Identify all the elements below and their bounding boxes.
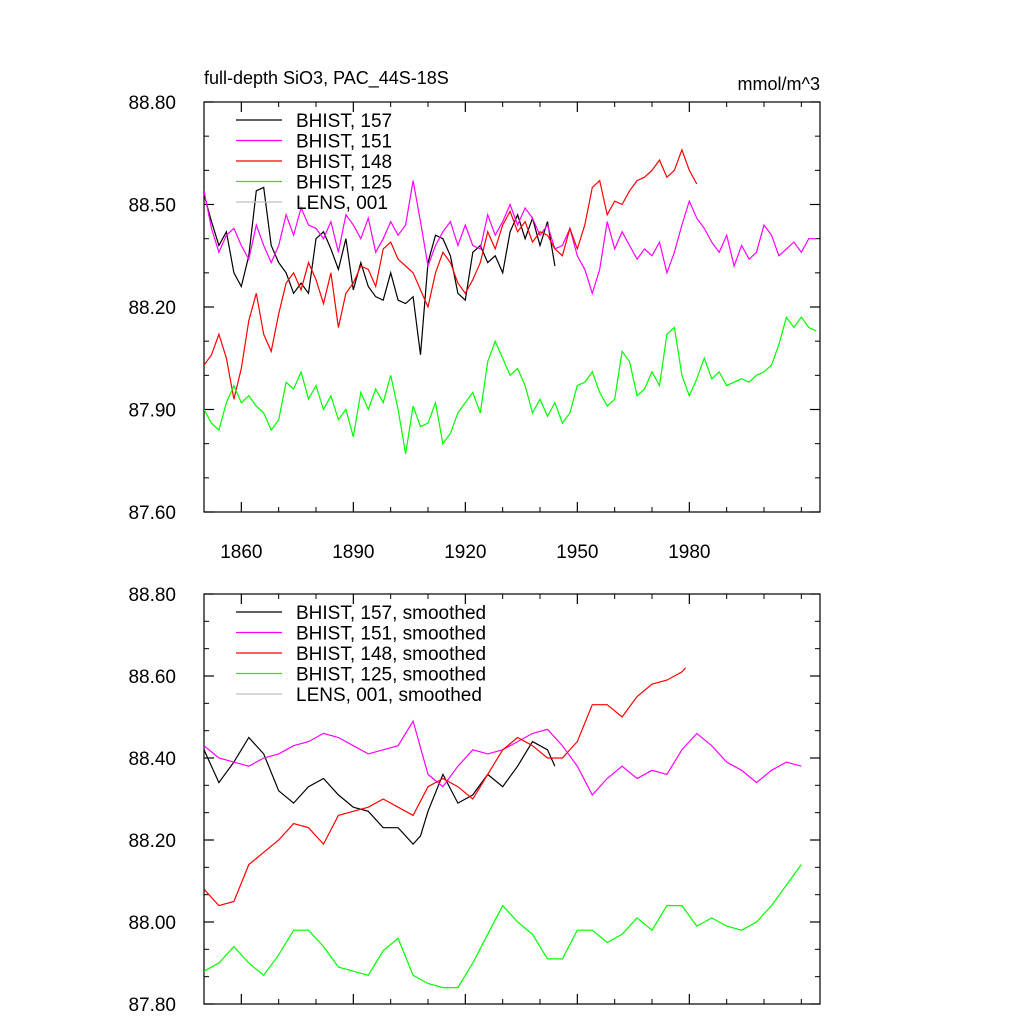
y-tick-label: 88.80 (128, 93, 176, 114)
legend-label: LENS, 001, smoothed (296, 685, 482, 706)
y-tick-label: 88.20 (128, 831, 176, 852)
y-tick-label: 88.60 (128, 667, 176, 688)
y-tick-label: 88.40 (128, 749, 176, 770)
legend-label: BHIST, 157, smoothed (296, 603, 486, 624)
x-tick-label: 1950 (556, 542, 598, 563)
series-line-2 (204, 148, 698, 400)
x-tick-label: 1980 (668, 542, 710, 563)
series-line-2 (204, 667, 687, 907)
y-tick-label: 88.80 (128, 585, 176, 606)
legend-label: BHIST, 151, smoothed (296, 624, 486, 645)
plot-frame (203, 593, 821, 1005)
top-panel: 87.60 87.90 88.20 88.50 88.80 1860 1890 1920 195… (128, 93, 821, 563)
x-tick-label: 1860 (220, 542, 262, 563)
series-line-1 (204, 180, 817, 296)
chart-title: full-depth SiO3, PAC_44S-18S (204, 68, 449, 89)
series-line-0 (204, 186, 556, 355)
legend-label: BHIST, 157 (296, 111, 392, 132)
series-line-3 (204, 315, 817, 454)
legend-label: BHIST, 125 (296, 173, 392, 194)
series-line-1 (204, 719, 802, 796)
bottom-panel: 87.80 88.00 88.20 88.40 88.60 88.80 BHIST, 157… (128, 585, 821, 1016)
chart-units: mmol/m^3 (738, 74, 820, 94)
legend-label: BHIST, 151 (296, 132, 392, 153)
y-tick-label: 88.50 (128, 196, 176, 217)
legend-label: BHIST, 148, smoothed (296, 644, 486, 665)
y-tick-label: 88.20 (128, 298, 176, 319)
y-tick-label: 87.80 (128, 995, 176, 1016)
y-tick-label: 87.90 (128, 401, 176, 422)
x-tick-label: 1890 (332, 542, 374, 563)
series-line-0 (204, 736, 556, 845)
y-tick-label: 88.00 (128, 913, 176, 934)
series-line-3 (204, 864, 802, 989)
x-tick-label: 1920 (444, 542, 486, 563)
legend-label: LENS, 001 (296, 193, 388, 214)
legend-label: BHIST, 148 (296, 152, 392, 173)
y-tick-label: 87.60 (128, 503, 176, 524)
legend-label: BHIST, 125, smoothed (296, 665, 486, 686)
